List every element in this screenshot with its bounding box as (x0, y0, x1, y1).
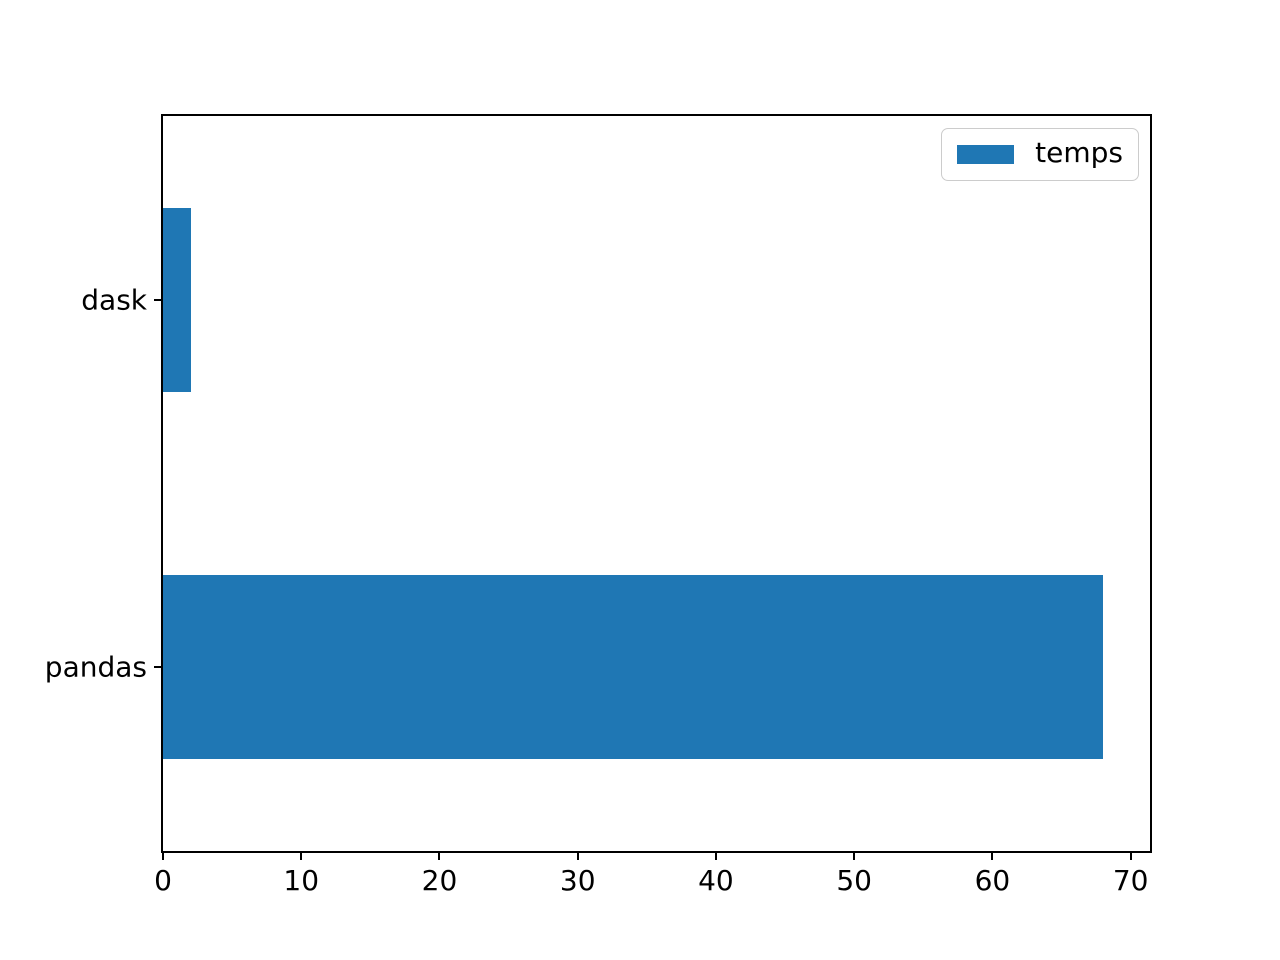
y-tick-label-pandas: pandas (44, 650, 147, 684)
x-tick-mark (853, 851, 856, 860)
y-tick-label-dask: dask (81, 283, 147, 317)
x-tick-mark (162, 851, 164, 860)
x-tick-mark (1129, 851, 1132, 860)
bar-pandas (163, 575, 1103, 760)
x-tick-mark (714, 851, 717, 860)
x-tick-label-40: 40 (698, 864, 734, 897)
y-tick-mark (154, 666, 163, 669)
x-tick-label-10: 10 (283, 864, 320, 897)
x-tick-label-70: 70 (1112, 864, 1149, 897)
y-tick-mark (154, 298, 163, 301)
legend-label: temps (1035, 136, 1123, 169)
x-tick-mark (438, 851, 441, 860)
x-tick-label-0: 0 (154, 864, 172, 897)
bar-dask (163, 207, 191, 392)
x-tick-label-60: 60 (974, 864, 1011, 897)
legend: temps (941, 128, 1139, 181)
x-tick-mark (991, 851, 994, 860)
x-tick-label-30: 30 (559, 864, 596, 897)
x-tick-label-50: 50 (836, 864, 872, 897)
x-tick-mark (576, 851, 579, 860)
plot-area: 0 10 20 30 40 50 60 70 dask pandas temps (45, 114, 1152, 897)
x-tick-mark (300, 851, 303, 860)
x-tick-label-20: 20 (421, 864, 458, 897)
legend-swatch-icon (957, 145, 1015, 164)
